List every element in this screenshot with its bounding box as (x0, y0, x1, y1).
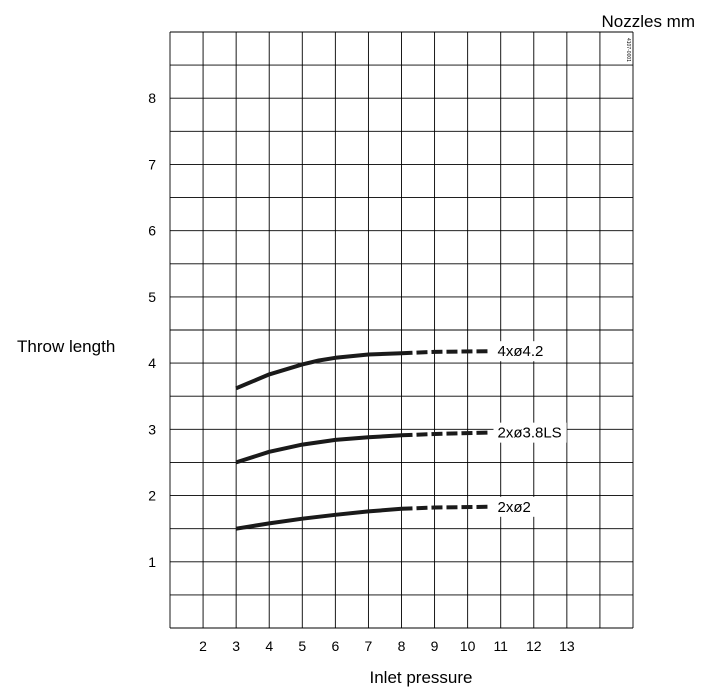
y-tick-label: 4 (148, 355, 156, 371)
y-tick-label: 2 (148, 488, 156, 504)
series-label: 2xø3.8LS (497, 425, 561, 442)
x-tick-label: 2 (199, 638, 207, 654)
y-tick-label: 7 (148, 156, 156, 172)
series: 2xø2 (235, 496, 536, 531)
legend-title: Nozzles mm (601, 12, 695, 31)
document-code: 4107-0001 (625, 38, 631, 62)
y-tick-label: 3 (148, 421, 156, 437)
series-label: 2xø2 (497, 499, 530, 516)
series-line-dashed (401, 349, 488, 356)
series-line-solid (235, 433, 402, 465)
series-label-background (493, 422, 567, 443)
y-axis-label: Throw length (17, 337, 115, 356)
y-tick-labels: 1 2 3 4 5 6 7 8 (148, 90, 156, 570)
series-label: 4xø4.2 (497, 343, 543, 360)
x-tick-label: 4 (265, 638, 273, 654)
x-tick-label: 10 (460, 638, 476, 654)
x-tick-label: 7 (365, 638, 373, 654)
x-tick-label: 8 (398, 638, 406, 654)
y-tick-label: 8 (148, 90, 156, 106)
series: 4xø4.2 (235, 341, 549, 391)
y-tick-label: 1 (148, 554, 156, 570)
series-line-dashed (401, 430, 488, 438)
series-group: 4xø4.2 2xø3.8LS 2xø2 (235, 341, 567, 531)
x-tick-label: 6 (331, 638, 339, 654)
x-tick-label: 12 (526, 638, 542, 654)
series: 2xø3.8LS (235, 422, 567, 465)
x-tick-label: 13 (559, 638, 575, 654)
grid (169, 31, 634, 629)
x-tick-label: 3 (232, 638, 240, 654)
x-tick-labels: 2 3 4 5 6 7 8 9 10 11 12 13 (199, 638, 575, 654)
y-tick-label: 6 (148, 223, 156, 239)
series-label-background (493, 341, 549, 362)
series-line-solid (235, 506, 402, 531)
x-tick-label: 5 (298, 638, 306, 654)
x-tick-label: 11 (493, 638, 508, 654)
series-line-solid (235, 351, 402, 391)
x-axis-label: Inlet pressure (370, 668, 473, 687)
series-label-background (493, 496, 536, 517)
series-line-dashed (401, 504, 488, 511)
x-tick-label: 9 (431, 638, 439, 654)
y-tick-label: 5 (148, 289, 156, 305)
